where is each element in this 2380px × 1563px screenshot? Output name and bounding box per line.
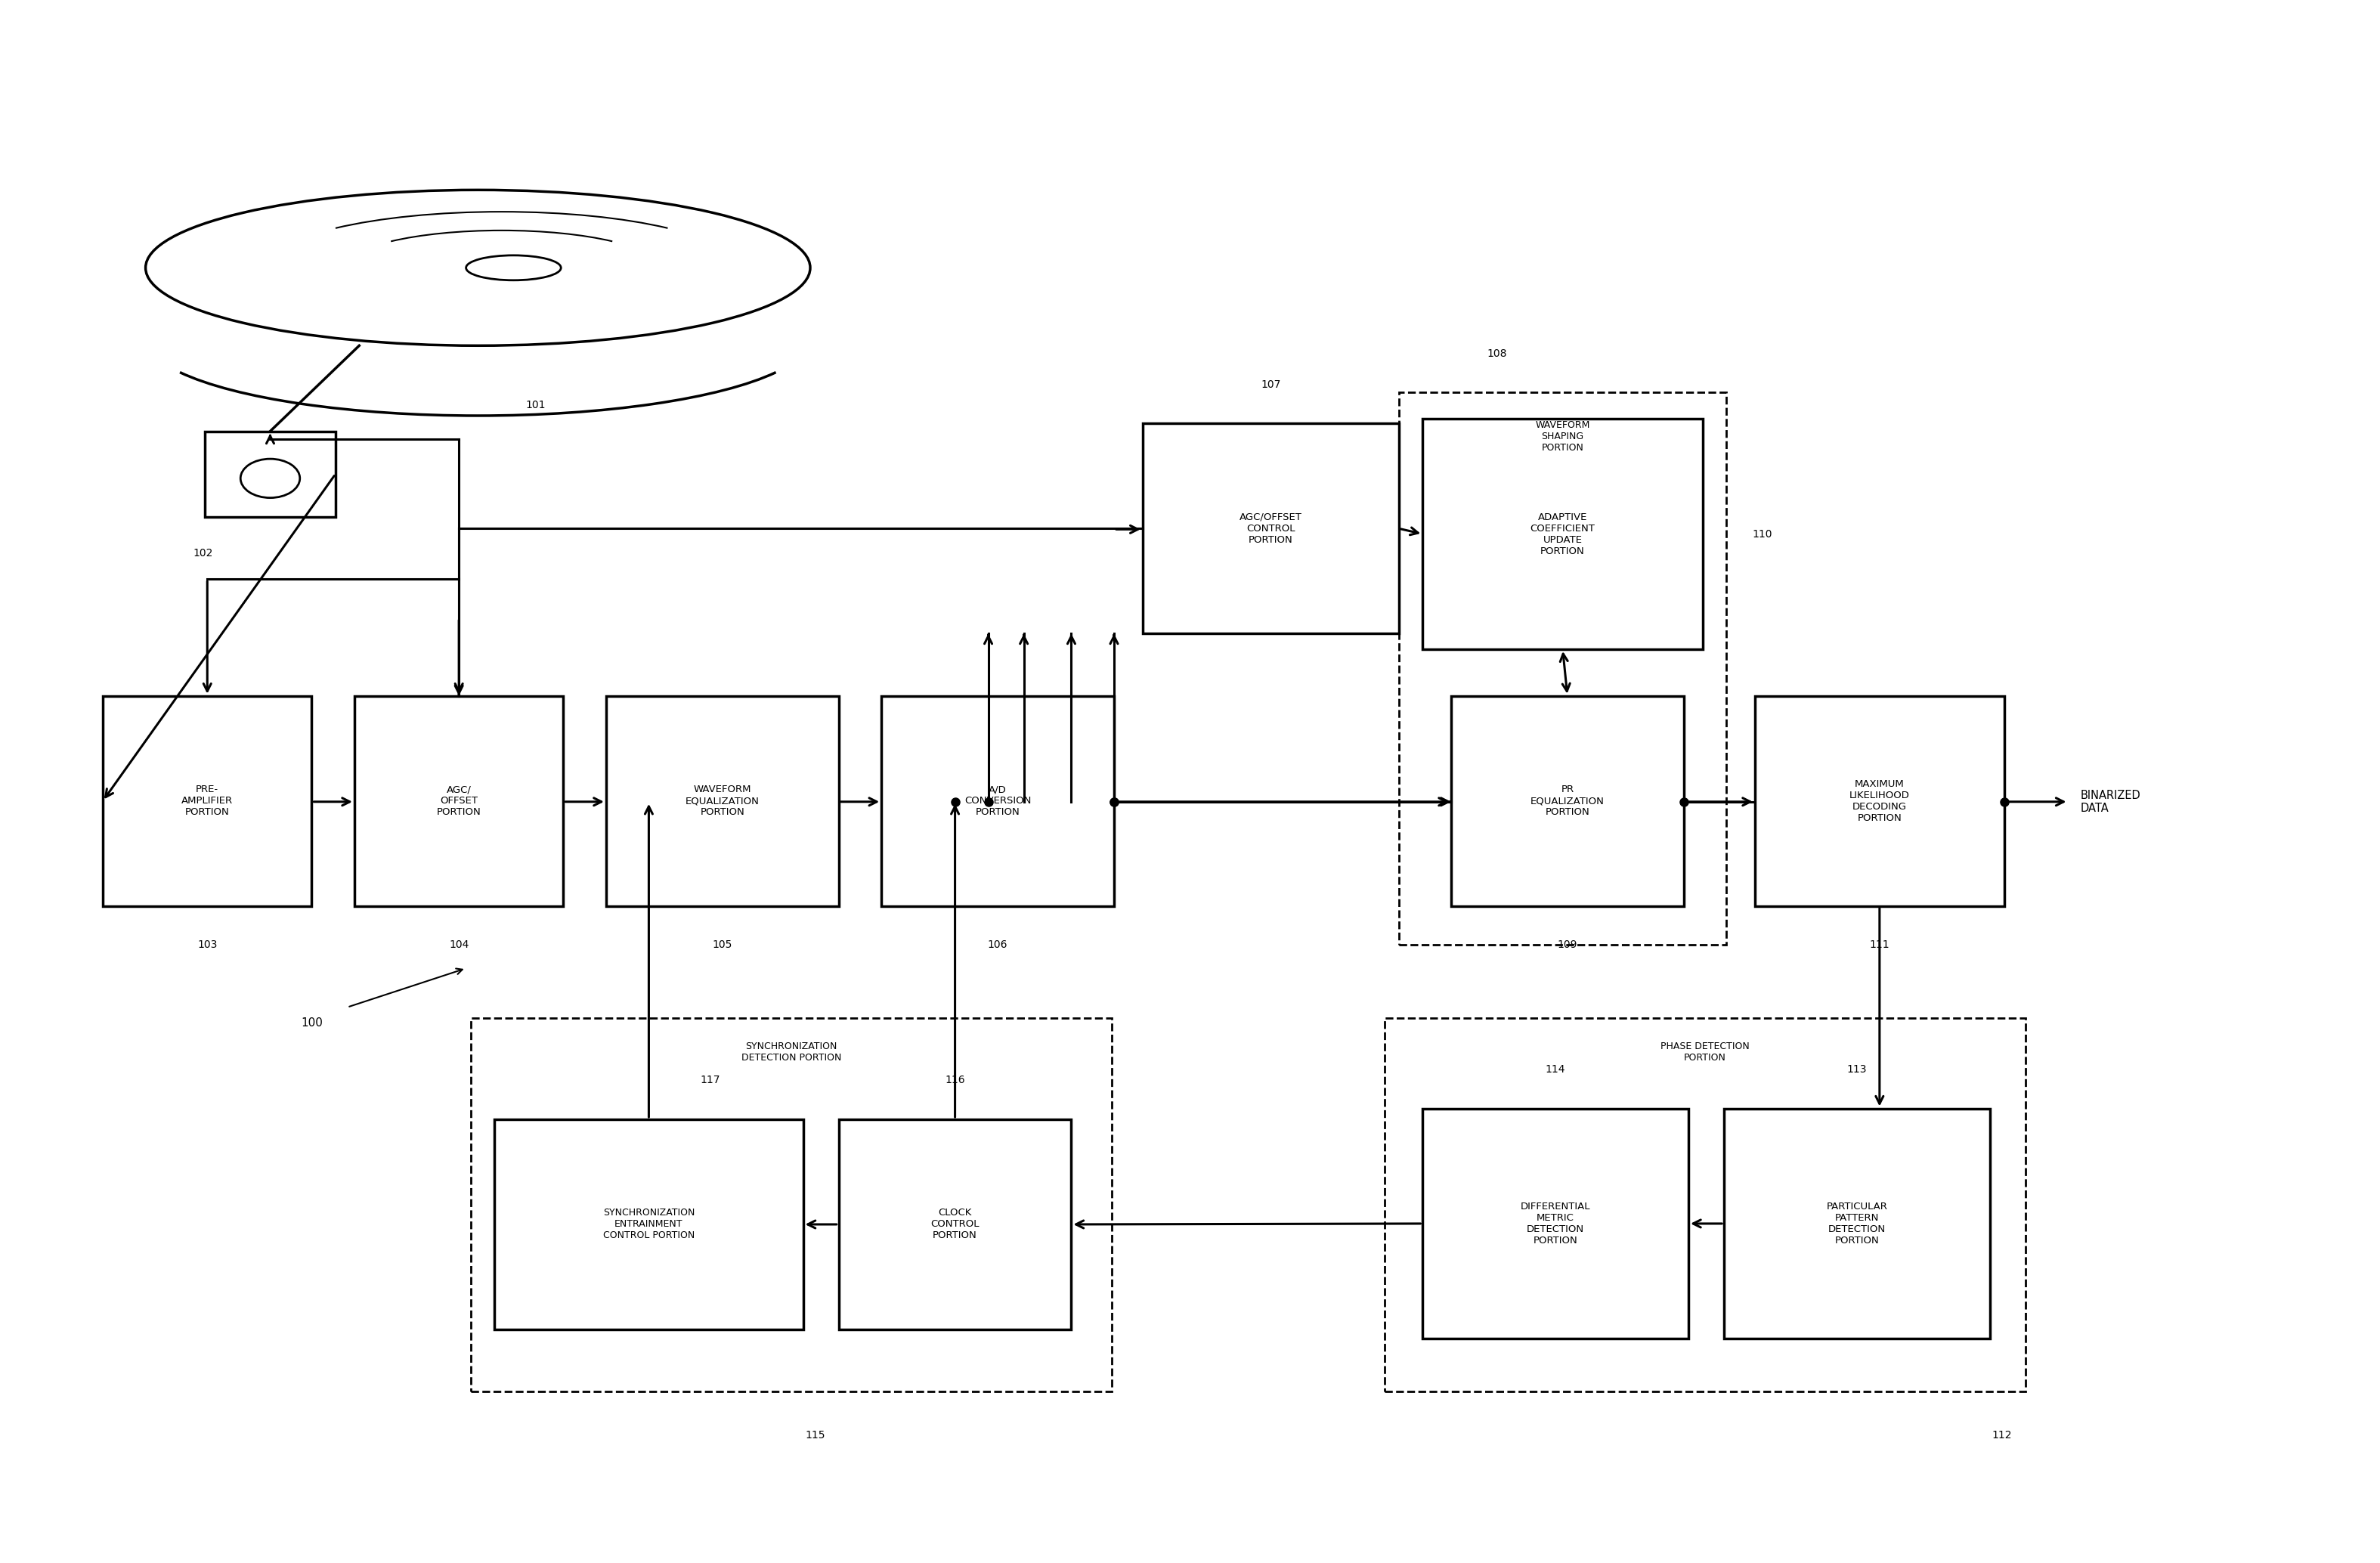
Text: 117: 117 — [700, 1075, 721, 1086]
Text: 113: 113 — [1847, 1064, 1866, 1075]
Text: 109: 109 — [1557, 939, 1578, 950]
Text: 100: 100 — [300, 1018, 324, 1028]
Text: AGC/OFFSET
CONTROL
PORTION: AGC/OFFSET CONTROL PORTION — [1240, 513, 1302, 545]
Text: ADAPTIVE
COEFFICIENT
UPDATE
PORTION: ADAPTIVE COEFFICIENT UPDATE PORTION — [1530, 513, 1595, 556]
Text: WAVEFORM
SHAPING
PORTION: WAVEFORM SHAPING PORTION — [1535, 420, 1590, 453]
Text: PARTICULAR
PATTERN
DETECTION
PORTION: PARTICULAR PATTERN DETECTION PORTION — [1825, 1202, 1887, 1246]
FancyBboxPatch shape — [355, 696, 564, 907]
FancyBboxPatch shape — [838, 1119, 1071, 1330]
Bar — [1385, 1018, 2025, 1391]
Text: 101: 101 — [526, 400, 545, 411]
FancyBboxPatch shape — [1423, 1108, 1687, 1339]
Text: DIFFERENTIAL
METRIC
DETECTION
PORTION: DIFFERENTIAL METRIC DETECTION PORTION — [1521, 1202, 1590, 1246]
Text: AGC/
OFFSET
PORTION: AGC/ OFFSET PORTION — [436, 785, 481, 817]
Text: PR
EQUALIZATION
PORTION: PR EQUALIZATION PORTION — [1530, 785, 1604, 817]
Bar — [1399, 392, 1725, 946]
Text: WAVEFORM
EQUALIZATION
PORTION: WAVEFORM EQUALIZATION PORTION — [685, 785, 759, 817]
Text: 102: 102 — [193, 549, 212, 558]
Text: A/D
CONVERSION
PORTION: A/D CONVERSION PORTION — [964, 785, 1031, 817]
Text: PHASE DETECTION
PORTION: PHASE DETECTION PORTION — [1661, 1041, 1749, 1063]
Text: 112: 112 — [1992, 1430, 2011, 1441]
Text: CLOCK
CONTROL
PORTION: CLOCK CONTROL PORTION — [931, 1208, 981, 1241]
FancyBboxPatch shape — [881, 696, 1114, 907]
FancyBboxPatch shape — [495, 1119, 802, 1330]
Text: 116: 116 — [945, 1075, 964, 1086]
Text: PRE-
AMPLIFIER
PORTION: PRE- AMPLIFIER PORTION — [181, 785, 233, 817]
FancyBboxPatch shape — [607, 696, 838, 907]
Text: 105: 105 — [712, 939, 733, 950]
Bar — [471, 1018, 1111, 1391]
Text: SYNCHRONIZATION
ENTRAINMENT
CONTROL PORTION: SYNCHRONIZATION ENTRAINMENT CONTROL PORT… — [602, 1208, 695, 1241]
Bar — [205, 431, 336, 517]
Text: 103: 103 — [198, 939, 217, 950]
FancyBboxPatch shape — [1754, 696, 2004, 907]
Text: MAXIMUM
LIKELIHOOD
DECODING
PORTION: MAXIMUM LIKELIHOOD DECODING PORTION — [1849, 778, 1909, 822]
Text: 106: 106 — [988, 939, 1007, 950]
Text: 110: 110 — [1752, 528, 1773, 539]
Text: SYNCHRONIZATION
DETECTION PORTION: SYNCHRONIZATION DETECTION PORTION — [740, 1041, 840, 1063]
FancyBboxPatch shape — [1423, 419, 1702, 649]
Text: BINARIZED
DATA: BINARIZED DATA — [2080, 789, 2140, 814]
FancyBboxPatch shape — [1142, 424, 1399, 633]
FancyBboxPatch shape — [102, 696, 312, 907]
Text: 108: 108 — [1488, 349, 1507, 358]
Text: 107: 107 — [1261, 380, 1280, 389]
Text: 115: 115 — [804, 1430, 826, 1441]
Text: 114: 114 — [1545, 1064, 1566, 1075]
FancyBboxPatch shape — [1723, 1108, 1990, 1339]
Text: 104: 104 — [450, 939, 469, 950]
FancyBboxPatch shape — [1452, 696, 1683, 907]
Text: 111: 111 — [1871, 939, 1890, 950]
